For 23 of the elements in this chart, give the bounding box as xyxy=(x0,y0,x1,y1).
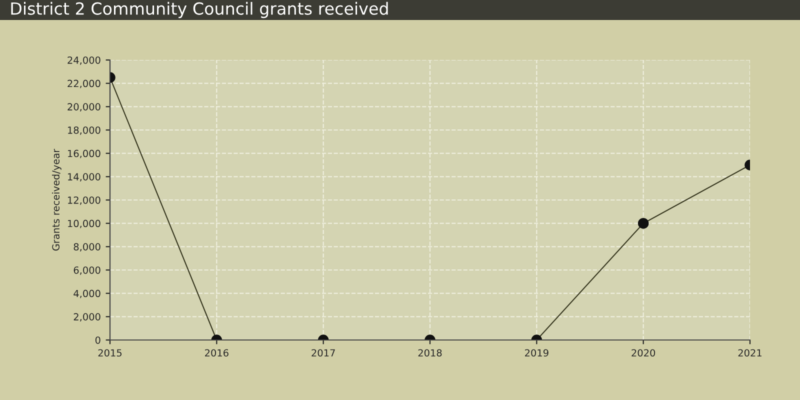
x-tick-label: 2015 xyxy=(98,349,122,357)
y-tick-label: 24,000 xyxy=(68,56,100,65)
x-tick-label: 2017 xyxy=(312,349,335,357)
y-tick-label: 18,000 xyxy=(68,126,100,135)
y-tick-label: 16,000 xyxy=(68,150,100,158)
y-tick-label: 8,000 xyxy=(74,243,100,252)
x-tick-label: 2016 xyxy=(205,349,228,357)
y-tick-label: 14,000 xyxy=(68,173,100,182)
y-tick-label: 10,000 xyxy=(68,220,100,228)
y-tick-label: 2,000 xyxy=(74,313,100,322)
y-axis-title: Grants received/year xyxy=(52,148,62,251)
y-tick-label: 22,000 xyxy=(68,80,100,88)
y-tick-label: 20,000 xyxy=(68,103,100,112)
y-tick-label: 12,000 xyxy=(68,196,100,205)
y-tick-label: 4,000 xyxy=(74,290,100,298)
x-tick-label: 2018 xyxy=(418,349,442,357)
x-tick-label: 2021 xyxy=(738,349,762,357)
x-tick-label: 2019 xyxy=(525,349,548,357)
x-tick-label: 2020 xyxy=(632,349,656,357)
y-tick-label: 6,000 xyxy=(74,266,100,275)
y-tick-label: 0 xyxy=(95,336,100,344)
chart-title: District 2 Community Council grants received xyxy=(11,2,388,18)
point xyxy=(638,218,649,229)
